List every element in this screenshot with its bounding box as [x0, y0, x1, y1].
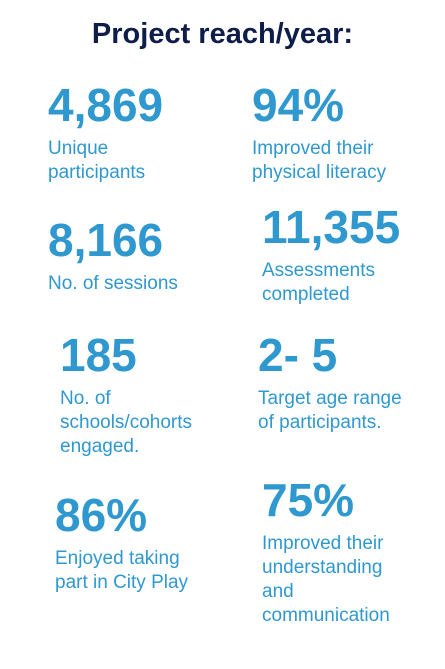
stat-value: 11,355: [262, 201, 401, 253]
label-line: and: [262, 581, 294, 602]
label-line: part in City Play: [55, 572, 189, 593]
stat-value: 2- 5: [258, 329, 338, 381]
stat: 11,355 Assessments completed: [262, 202, 400, 307]
label-line: communication: [262, 605, 390, 626]
stat: 75% Improved their understanding and communi…: [262, 475, 390, 628]
stat-label: Assessments completed: [262, 259, 400, 307]
title: Project reach/year:: [91, 18, 354, 50]
stat-label: Unique participants: [48, 137, 163, 185]
label-line: of participants.: [258, 412, 382, 433]
label-line: Enjoyed taking: [55, 548, 180, 569]
stat: 8,166 No. of sessions: [48, 215, 178, 296]
label-line: Unique: [48, 138, 109, 159]
stat: 86% Enjoyed taking part in City Play: [55, 490, 188, 595]
stat-value: 8,166: [48, 214, 164, 266]
stat-label: Improved their understanding and communicat…: [262, 532, 390, 628]
label-line: Target age range: [258, 388, 402, 409]
stat-value: 75%: [262, 474, 355, 526]
stat-label: Enjoyed taking part in City Play: [55, 547, 188, 595]
label-line: physical literacy: [252, 162, 387, 183]
label-line: schools/cohorts: [60, 412, 193, 433]
stat: 2- 5 Target age range of participants.: [258, 330, 402, 435]
label-line: No. of: [60, 388, 111, 409]
stat-value: 94%: [252, 79, 345, 131]
stat-label: Target age range of participants.: [258, 387, 402, 435]
stat: 4,869 Unique participants: [48, 80, 163, 185]
label-line: Assessments: [262, 260, 375, 281]
stat: 94% Improved their physical literacy: [252, 80, 386, 185]
stat-value: 4,869: [48, 79, 164, 131]
stat-value: 185: [60, 329, 137, 381]
label-line: Improved their: [252, 138, 374, 159]
label-line: Improved their: [262, 533, 384, 554]
stat-value: 86%: [55, 489, 148, 541]
label-line: completed: [262, 284, 350, 305]
label-line: No. of sessions: [48, 273, 178, 294]
stat-label: No. of sessions: [48, 272, 178, 296]
label-line: engaged.: [60, 436, 140, 457]
label-line: understanding: [262, 557, 383, 578]
stat-label: No. of schools/cohorts engaged.: [60, 387, 192, 459]
label-line: participants: [48, 162, 146, 183]
stat: 185 No. of schools/cohorts engaged.: [60, 330, 192, 459]
stat-label: Improved their physical literacy: [252, 137, 386, 185]
